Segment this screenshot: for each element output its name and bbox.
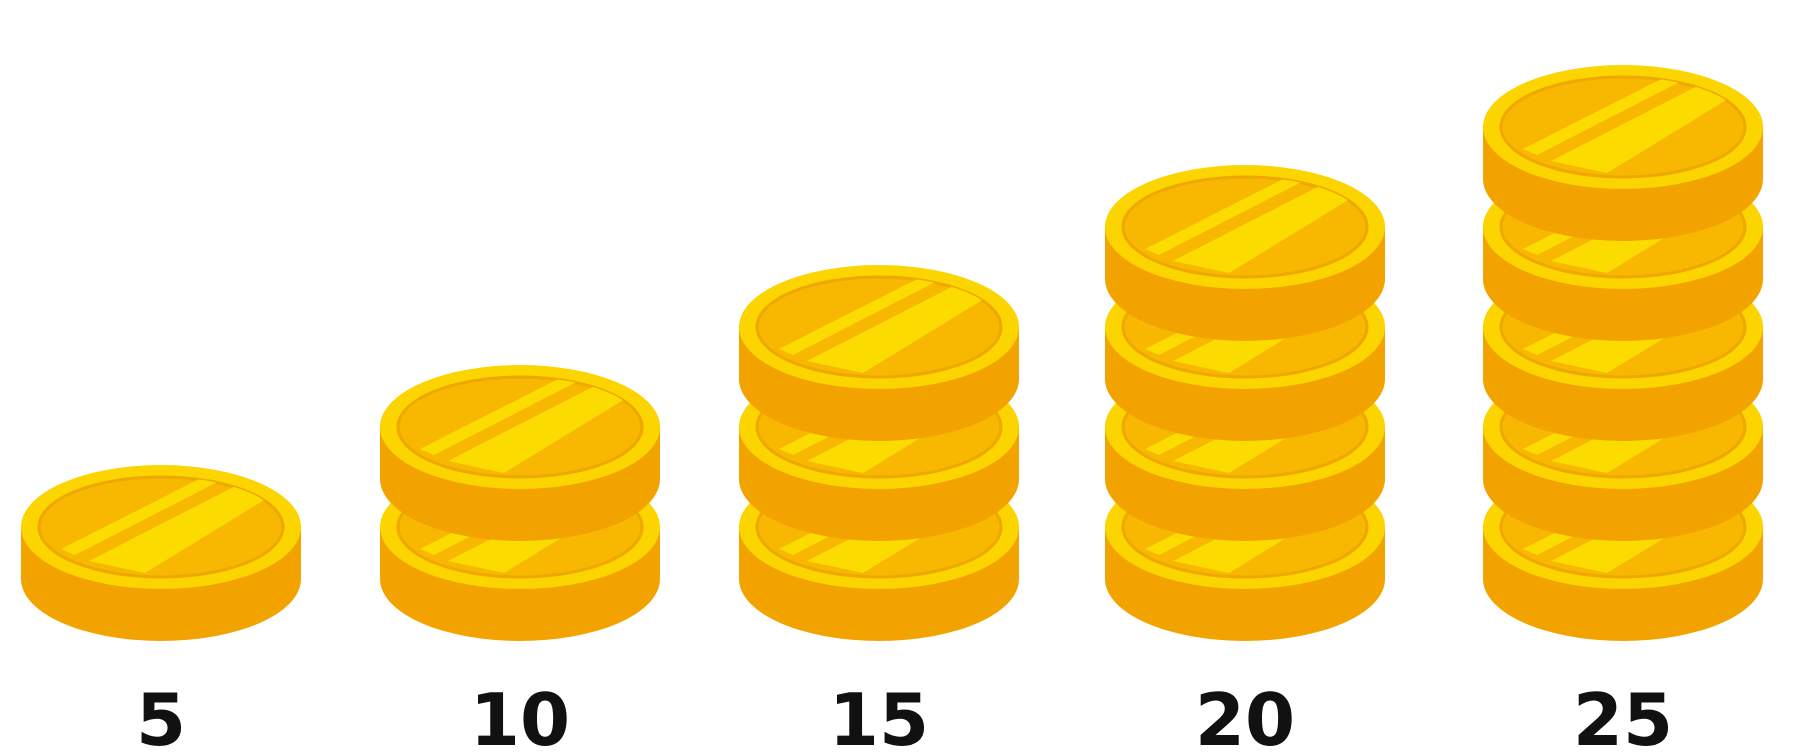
stack-label: 10 [470,678,570,753]
stack-label: 25 [1573,678,1673,753]
coin-illustration: 5 10 15 20 25 [0,0,1798,753]
page: 510152025 (() => { const data = JSON.par… [0,0,1798,753]
coin [1483,65,1763,241]
stack-label: 5 [136,678,186,753]
coin [21,465,301,641]
stack-label: 20 [1195,678,1295,753]
stack-label: 15 [829,678,929,753]
coin [1105,165,1385,341]
coin [380,365,660,541]
coin [739,265,1019,441]
